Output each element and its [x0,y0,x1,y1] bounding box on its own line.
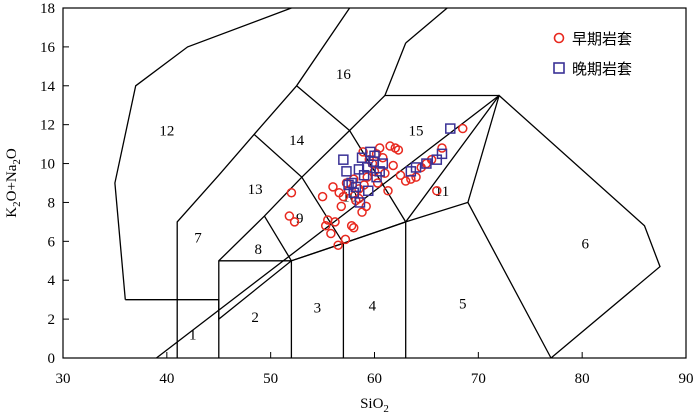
data-point-early [437,143,447,153]
data-point-early [334,187,344,198]
y-tick-label: 18 [40,1,55,17]
data-point-early [358,147,368,157]
x-axis-title-sub: 2 [383,403,389,415]
data-point-early [432,186,442,196]
field-label-8: 8 [254,242,262,258]
x-axis-ticks: 30 40 50 60 70 80 90 [56,352,694,387]
data-point-early [362,172,372,182]
field-boundaries [114,7,661,359]
y-tick-label: 6 [48,234,56,250]
data-point-early [378,152,388,163]
y-tick-label: 4 [48,273,56,289]
field-label-13: 13 [248,182,263,198]
data-point-late [421,158,432,169]
data-point-early [400,176,411,186]
data-point-early [348,222,359,233]
data-point-early [385,141,395,151]
field-label-7: 7 [194,230,202,246]
y-tick-label: 10 [40,157,55,173]
x-tick-label: 60 [367,371,382,387]
data-point-early [346,221,357,231]
data-point-early [328,182,338,192]
y-axis-ticks: 0 2 4 6 8 10 12 14 16 18 [40,1,69,367]
field-label-1: 1 [189,328,197,344]
field-label-6: 6 [582,236,590,252]
data-point-early [395,170,406,180]
field-boundary-line [253,133,344,244]
field-label-9: 9 [296,211,304,227]
field-boundary-line [263,215,292,262]
field-label-2: 2 [251,310,259,326]
data-point-late [361,162,373,173]
x-tick-label: 80 [575,371,590,387]
y-tick-label: 16 [40,40,56,56]
data-point-late [445,123,456,134]
field-label-14: 14 [289,133,305,149]
data-point-early [372,178,383,188]
field-boundary-line [176,7,351,358]
data-point-early [333,240,343,250]
data-point-early [383,186,393,196]
legend: 早期岩套 晚期岩套 [553,30,632,78]
data-point-late [436,148,448,160]
data-points [284,123,468,250]
data-point-early [323,215,333,225]
x-tick-label: 40 [159,371,174,387]
data-point-early [340,234,351,245]
data-point-early [336,201,347,212]
legend-label-early: 早期岩套 [572,30,632,48]
field-boundary-line [156,94,500,359]
field-label-3: 3 [314,300,322,316]
data-point-late [341,166,352,177]
field-boundary-line [125,94,661,359]
data-point-early [284,211,295,221]
field-boundary-line [467,95,500,203]
data-point-late [358,169,370,181]
data-point-late [377,158,389,169]
data-point-late [354,197,366,208]
x-tick-label: 50 [263,371,278,387]
data-point-early [286,187,297,198]
data-point-early [317,191,328,202]
field-boundary-line [114,7,292,300]
y-tick-label: 0 [48,351,56,367]
x-tick-label: 30 [56,371,71,387]
field-boundary-line [218,42,407,358]
data-point-early [393,145,404,155]
legend-label-late: 晚期岩套 [572,60,632,78]
legend-marker-late [553,62,565,74]
data-point-late [338,154,349,165]
y-tick-label: 2 [48,312,56,328]
x-tick-label: 90 [679,371,694,387]
field-label-4: 4 [369,299,377,315]
y-tick-label: 14 [40,79,56,95]
data-point-early [320,221,331,231]
field-boundary-line [405,7,448,44]
data-point-late [371,171,382,183]
y-tick-label: 12 [40,118,55,134]
data-point-early [458,123,468,134]
data-point-early [289,217,300,227]
data-point-late [410,162,422,173]
x-axis-title-main: SiO [360,396,384,412]
x-axis-title: SiO2 [360,396,389,415]
data-point-late [343,179,354,191]
legend-marker-early [553,32,565,44]
field-boundary-line [296,85,407,223]
field-label-16: 16 [336,67,352,83]
data-point-late [374,166,385,177]
y-axis-title: K2O+Na2O [4,148,23,218]
y-tick-label: 8 [48,195,56,211]
field-label-15: 15 [409,124,424,140]
data-point-early [326,228,336,239]
x-tick-label: 70 [471,371,486,387]
data-point-early [388,160,398,171]
data-point-late [350,181,362,193]
field-label-5: 5 [459,297,467,313]
data-point-late [369,150,380,162]
field-label-12: 12 [159,124,174,140]
data-point-late [363,185,374,197]
